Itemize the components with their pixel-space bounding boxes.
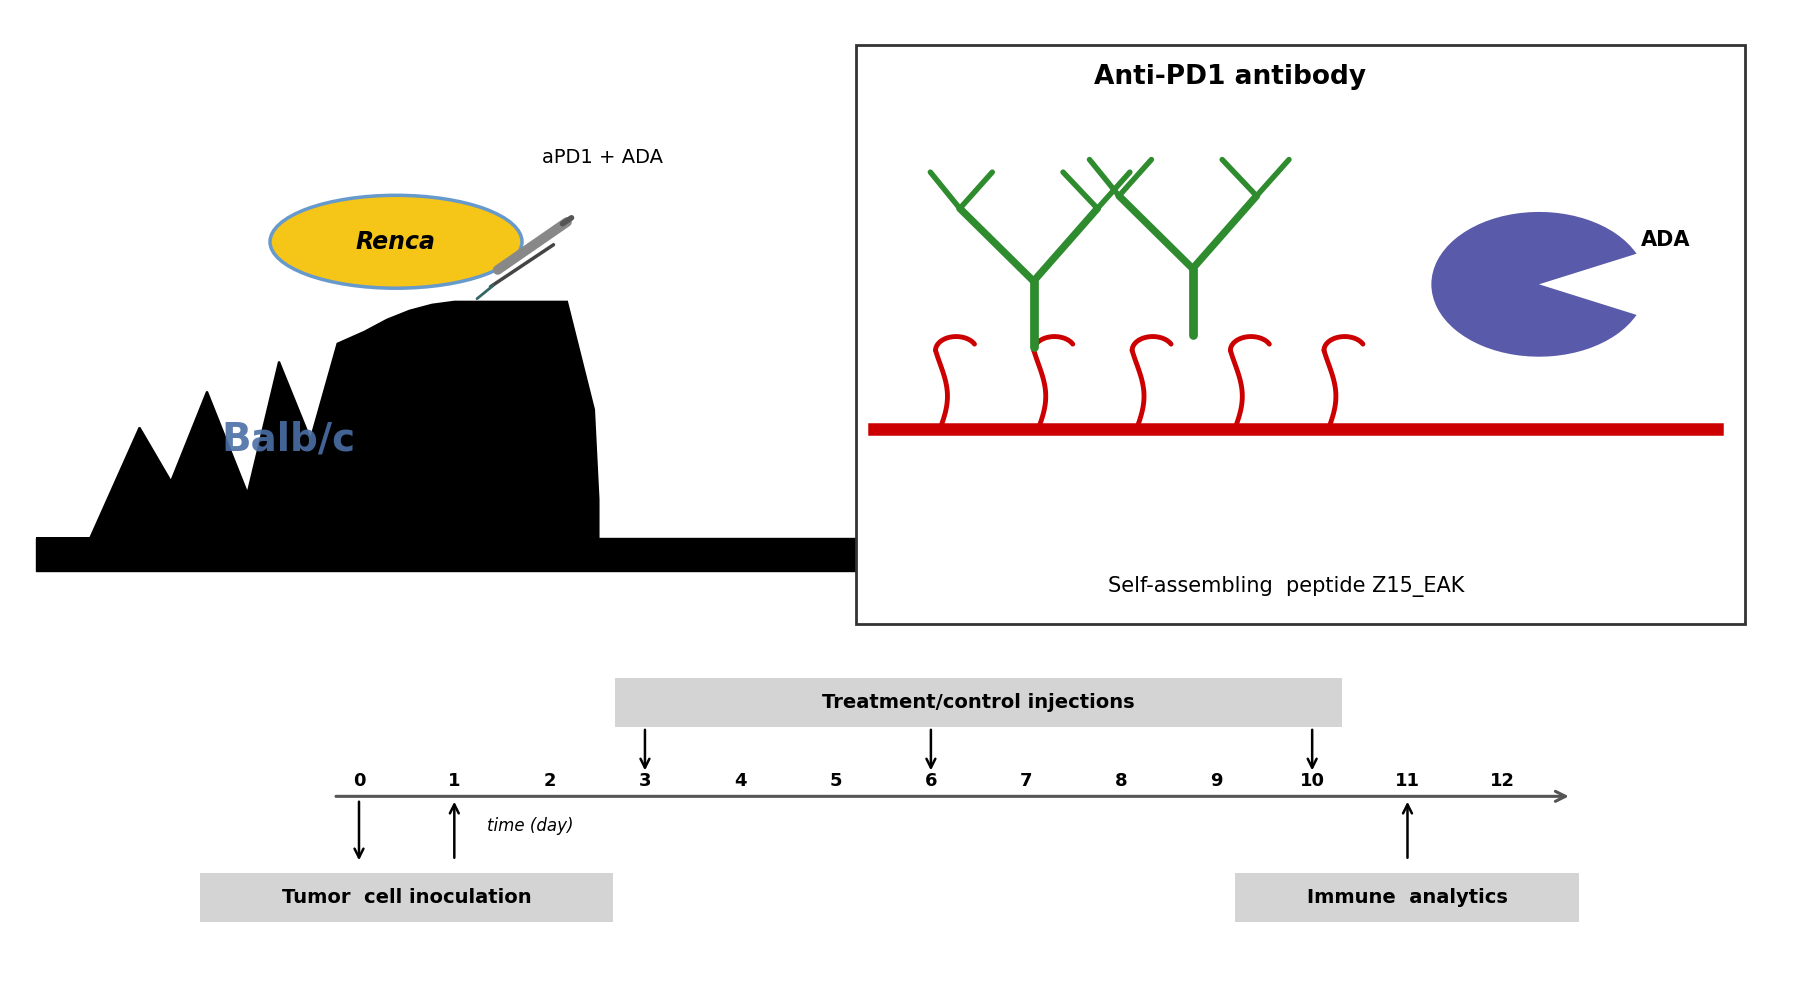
Text: Treatment/control injections: Treatment/control injections [823,693,1134,712]
Text: 8: 8 [1116,772,1129,790]
Text: 10: 10 [1300,772,1325,790]
FancyBboxPatch shape [855,45,1744,624]
Text: Tumor  cell inoculation: Tumor cell inoculation [283,888,531,907]
Text: Immune  analytics: Immune analytics [1307,888,1508,907]
Text: 0: 0 [353,772,365,790]
Text: Self-assembling  peptide Z15_EAK: Self-assembling peptide Z15_EAK [1109,575,1465,597]
Wedge shape [1431,212,1636,357]
Text: 1: 1 [448,772,461,790]
Text: 3: 3 [639,772,652,790]
Text: 12: 12 [1490,772,1516,790]
Text: Renca: Renca [356,230,436,254]
FancyBboxPatch shape [1235,873,1579,922]
Text: 4: 4 [734,772,747,790]
Text: 5: 5 [830,772,842,790]
Text: time (day): time (day) [488,817,574,835]
Text: 7: 7 [1021,772,1033,790]
Text: Anti-PD1 antibody: Anti-PD1 antibody [1094,64,1366,90]
FancyBboxPatch shape [200,873,614,922]
Text: aPD1 + ADA: aPD1 + ADA [542,148,664,168]
Text: 6: 6 [925,772,938,790]
Ellipse shape [270,196,522,288]
Text: 2: 2 [544,772,556,790]
Text: ADA: ADA [1640,230,1690,251]
Polygon shape [36,302,598,538]
FancyBboxPatch shape [616,678,1343,727]
Text: Balb/c: Balb/c [221,421,355,459]
Text: 9: 9 [1211,772,1224,790]
Text: 11: 11 [1395,772,1420,790]
